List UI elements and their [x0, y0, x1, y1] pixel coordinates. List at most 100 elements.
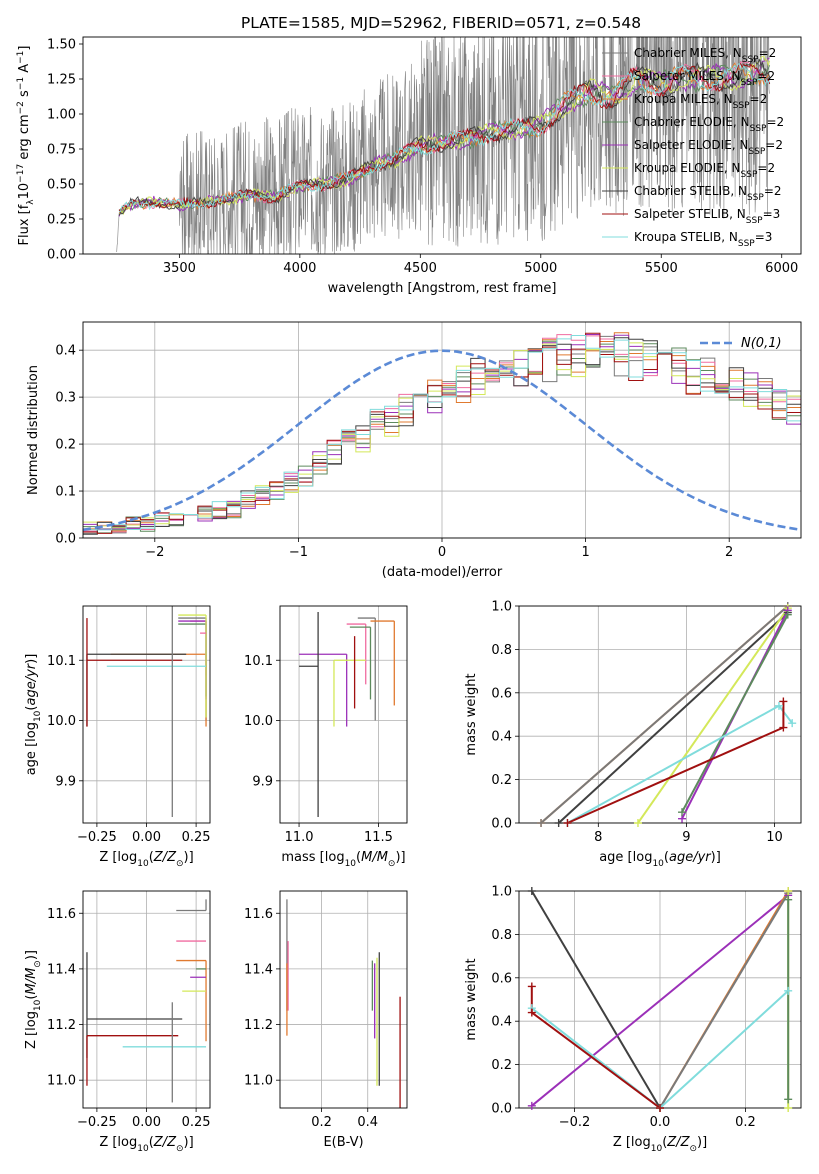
y-axis-label-part: erg cm: [17, 114, 32, 163]
legend-sub: SSP: [738, 239, 755, 249]
x-axis-label-part: Z/Z: [153, 850, 177, 865]
legend-entry: Chabrier MILES, NSSP=2: [634, 46, 776, 65]
mass-weight-line: [531, 990, 789, 1108]
axes-frame: [518, 605, 802, 824]
mass-weight-line: [540, 606, 789, 823]
y-axis-label-part: −1: [16, 77, 26, 90]
x-tick-label: 0.0: [650, 1115, 671, 1130]
legend-entry: Kroupa STELIB, NSSP=3: [634, 230, 772, 249]
y-axis-label-part: )]: [24, 950, 39, 960]
legend-sub: SSP: [733, 101, 750, 111]
mass-weight-line: [530, 891, 661, 1108]
mass-weight-marker: [527, 887, 536, 895]
legend-sub: SSP: [748, 147, 765, 157]
y-axis-label-part: mass weight: [464, 673, 479, 755]
mass-weight-marker: [779, 697, 788, 706]
x-axis-label-part: (: [149, 1135, 154, 1150]
x-tick-label: 11.5: [364, 830, 393, 845]
x-tick-label: 4500: [404, 261, 437, 276]
spectrum-model-line: [118, 57, 771, 216]
y-tick-label: 1.0: [491, 600, 512, 615]
mass-weight-marker: [554, 819, 563, 827]
legend-nssp: =2: [759, 46, 777, 60]
y-axis-label-part: (: [24, 995, 39, 1000]
y-tick-label: 0.4: [491, 1015, 512, 1030]
plot-area: [519, 606, 801, 823]
mass-weight-marker: [784, 986, 793, 995]
x-axis-label-part: )]: [697, 1135, 707, 1150]
mass-weight-marker: [537, 819, 546, 827]
y-tick-label: 0.6: [491, 686, 512, 701]
legend-entry: Kroupa MILES, NSSP=2: [634, 92, 767, 111]
y-tick-label: 0.1: [55, 485, 76, 500]
y-tick-label: 0.50: [47, 178, 76, 193]
plot-area: [83, 606, 210, 823]
y-tick-label: 0.00: [47, 248, 76, 263]
x-axis-label: mass [log10(M/M⊙)]: [281, 850, 405, 869]
x-tick-label: 6000: [765, 261, 798, 276]
y-axis-label-part: −2: [16, 101, 26, 114]
y-tick-label: 11.2: [47, 1018, 76, 1033]
x-tick-label: −1: [289, 545, 308, 560]
y-axis-label-part: M/M: [24, 968, 39, 995]
x-tick-label: 8: [594, 830, 602, 845]
plot-area: [116, 37, 771, 254]
figure-title: PLATE=1585, MJD=52962, FIBERID=0571, z=0…: [241, 14, 641, 32]
x-tick-label: 0: [438, 545, 446, 560]
y-tick-label: 0.8: [491, 643, 512, 658]
x-tick-label: 5500: [645, 261, 678, 276]
x-axis-label-part: 10: [137, 859, 149, 869]
y-tick-label: 11.6: [47, 907, 76, 922]
x-tick-label: 0.25: [182, 830, 211, 845]
legend-entry: Chabrier STELIB, NSSP=2: [634, 184, 782, 203]
y-axis-label: mass weight: [464, 673, 479, 755]
y-axis-label: Z [log10(M/M⊙)]: [24, 950, 43, 1049]
x-axis-label-part: age/yr: [669, 850, 712, 865]
y-tick-label: 0.4: [491, 730, 512, 745]
x-axis-label-part: Z/Z: [666, 1135, 690, 1150]
mass-weight-marker: [784, 1095, 793, 1104]
mass-weight-marker: [527, 982, 536, 991]
mass-weight-marker: [774, 701, 783, 710]
y-axis-label-part: ⊙: [33, 960, 43, 968]
legend-nssp: =3: [763, 207, 781, 221]
x-axis-label-part: wavelength [Angstrom, rest frame]: [328, 281, 557, 296]
histogram-step: [83, 337, 801, 535]
y-tick-label: 11.2: [244, 1018, 273, 1033]
x-axis-label-part: )]: [184, 850, 194, 865]
mass-weight-line: [637, 607, 789, 823]
y-tick-label: 0.0: [491, 1102, 512, 1117]
mass-weight-line: [659, 892, 790, 1108]
x-axis-label-part: ⊙: [176, 1144, 184, 1154]
x-tick-label: 0.00: [132, 830, 161, 845]
legend-model-name: Chabrier STELIB, N: [634, 184, 747, 198]
histogram-step: [83, 332, 801, 534]
mass-weight-marker: [784, 895, 793, 904]
y-tick-label: 0.2: [55, 438, 76, 453]
y-axis-label: Normed distribution: [26, 365, 41, 495]
axes-frame: [82, 36, 802, 255]
x-axis-label-part: (data-model)/error: [382, 565, 503, 580]
y-axis-label-part: s: [17, 90, 32, 101]
y-tick-label: 10.0: [244, 714, 273, 729]
legend-model-name: Salpeter MILES, N: [634, 69, 741, 83]
y-tick-label: 0.0: [55, 532, 76, 547]
x-tick-label: 4000: [283, 261, 316, 276]
histogram-step: [83, 334, 801, 533]
x-tick-label: −0.25: [77, 1115, 117, 1130]
plot-area: [83, 891, 210, 1108]
x-tick-label: 0.25: [182, 1115, 211, 1130]
legend-model-name: Kroupa STELIB, N: [634, 230, 738, 244]
x-tick-label: 0.00: [132, 1115, 161, 1130]
x-axis-label-part: Z [log: [613, 1135, 651, 1150]
legend-sub: SSP: [747, 193, 764, 203]
legend-model-name: Chabrier MILES, N: [634, 46, 742, 60]
y-tick-label: 10.0: [47, 714, 76, 729]
x-axis-label: Z [log10(Z/Z⊙)]: [99, 1135, 193, 1154]
legend-sub: SSP: [741, 170, 758, 180]
y-tick-label: 1.50: [47, 38, 76, 53]
legend-entry: Salpeter STELIB, NSSP=3: [634, 207, 780, 226]
y-axis-label-part: λ: [26, 199, 36, 205]
